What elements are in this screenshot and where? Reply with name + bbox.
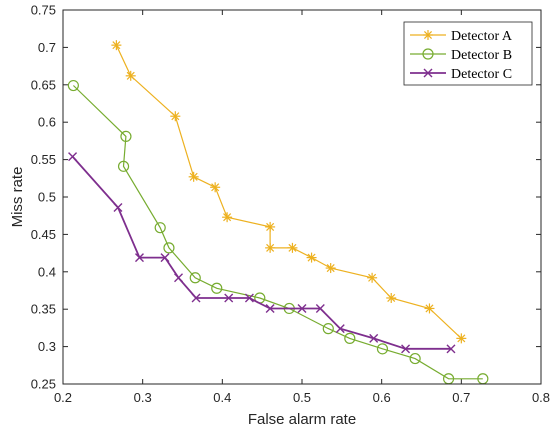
- x-axis-label: False alarm rate: [248, 411, 356, 428]
- data-point-x: [423, 68, 433, 78]
- data-point-asterisk: [325, 263, 336, 274]
- data-point-x: [191, 293, 201, 303]
- data-point-asterisk: [424, 303, 435, 314]
- data-point-asterisk: [456, 333, 467, 344]
- data-point-asterisk: [287, 242, 298, 253]
- data-point-circle: [322, 323, 334, 335]
- data-point-circle: [422, 48, 434, 60]
- y-tick-label: 0.35: [31, 302, 56, 317]
- data-point-x: [244, 293, 254, 303]
- data-point-circle: [67, 79, 79, 92]
- plot-frame: [62, 9, 542, 385]
- x-tick-label: 0.7: [452, 390, 470, 405]
- legend-item-3: Detector C: [410, 67, 512, 82]
- data-point-circle: [189, 272, 201, 284]
- data-point-circle: [120, 130, 132, 143]
- x-tick-label: 0.4: [213, 390, 231, 405]
- y-tick-label: 0.3: [38, 339, 56, 354]
- data-point-x: [335, 324, 345, 334]
- legend: Detector A Detector B Detector C: [403, 21, 533, 86]
- y-tick-label: 0.6: [38, 115, 56, 130]
- data-point-x: [160, 253, 170, 263]
- legend-item-1: Detector A: [410, 29, 513, 44]
- data-point-asterisk: [265, 221, 276, 232]
- y-axis-label: Miss rate: [9, 167, 26, 228]
- data-point-circle: [154, 222, 166, 234]
- y-tick-label: 0.45: [31, 227, 56, 242]
- data-point-circle: [344, 332, 356, 344]
- y-tick-label: 0.5: [38, 190, 56, 205]
- series-3: [68, 152, 456, 354]
- data-point-x: [401, 344, 411, 354]
- data-point-asterisk: [423, 30, 433, 40]
- legend-label: Detector B: [451, 48, 512, 63]
- axis-ticks: 0.2 0.3 0.4 0.5 0.6 0.7 0.8 0.25 0.3 0.35 0.4 0.45 0…: [31, 3, 550, 406]
- data-point-asterisk: [265, 242, 276, 253]
- x-tick-label: 0.5: [293, 390, 311, 405]
- data-point-asterisk: [111, 40, 122, 51]
- legend-items: Detector A Detector B Detector C: [410, 29, 513, 82]
- data-point-circle: [163, 242, 175, 254]
- data-point-circle: [211, 282, 223, 294]
- data-point-x: [265, 303, 275, 313]
- legend-item-2: Detector B: [410, 48, 512, 63]
- data-point-circle: [376, 343, 389, 355]
- data-point-asterisk: [306, 252, 317, 263]
- series-line: [72, 85, 483, 380]
- data-point-circle: [409, 352, 421, 365]
- data-point-asterisk: [188, 171, 199, 182]
- data-point-asterisk: [210, 182, 221, 193]
- series-layer: [67, 40, 489, 385]
- data-point-asterisk: [222, 212, 233, 223]
- data-point-asterisk: [386, 292, 397, 303]
- y-tick-label: 0.25: [31, 377, 56, 392]
- legend-label: Detector A: [451, 29, 513, 44]
- data-point-x: [174, 273, 184, 283]
- data-point-x: [68, 152, 78, 162]
- data-point-asterisk: [367, 272, 378, 283]
- data-point-x: [134, 253, 144, 263]
- data-point-asterisk: [125, 70, 136, 81]
- data-point-x: [224, 293, 234, 303]
- data-point-x: [369, 333, 379, 343]
- legend-label: Detector C: [451, 67, 512, 82]
- data-point-x: [315, 303, 325, 313]
- y-tick-label: 0.65: [31, 77, 56, 92]
- x-tick-label: 0.8: [532, 390, 550, 405]
- y-tick-label: 0.55: [31, 152, 56, 167]
- series-1: [111, 40, 467, 344]
- x-tick-label: 0.2: [54, 390, 72, 405]
- x-tick-label: 0.3: [134, 390, 152, 405]
- y-tick-label: 0.75: [31, 3, 56, 18]
- data-point-asterisk: [170, 111, 181, 122]
- y-tick-label: 0.4: [38, 264, 56, 279]
- data-point-x: [446, 344, 456, 354]
- y-tick-label: 0.7: [38, 40, 56, 55]
- data-point-x: [297, 303, 307, 313]
- x-tick-label: 0.6: [373, 390, 391, 405]
- data-point-circle: [117, 160, 130, 172]
- data-point-x: [113, 202, 123, 212]
